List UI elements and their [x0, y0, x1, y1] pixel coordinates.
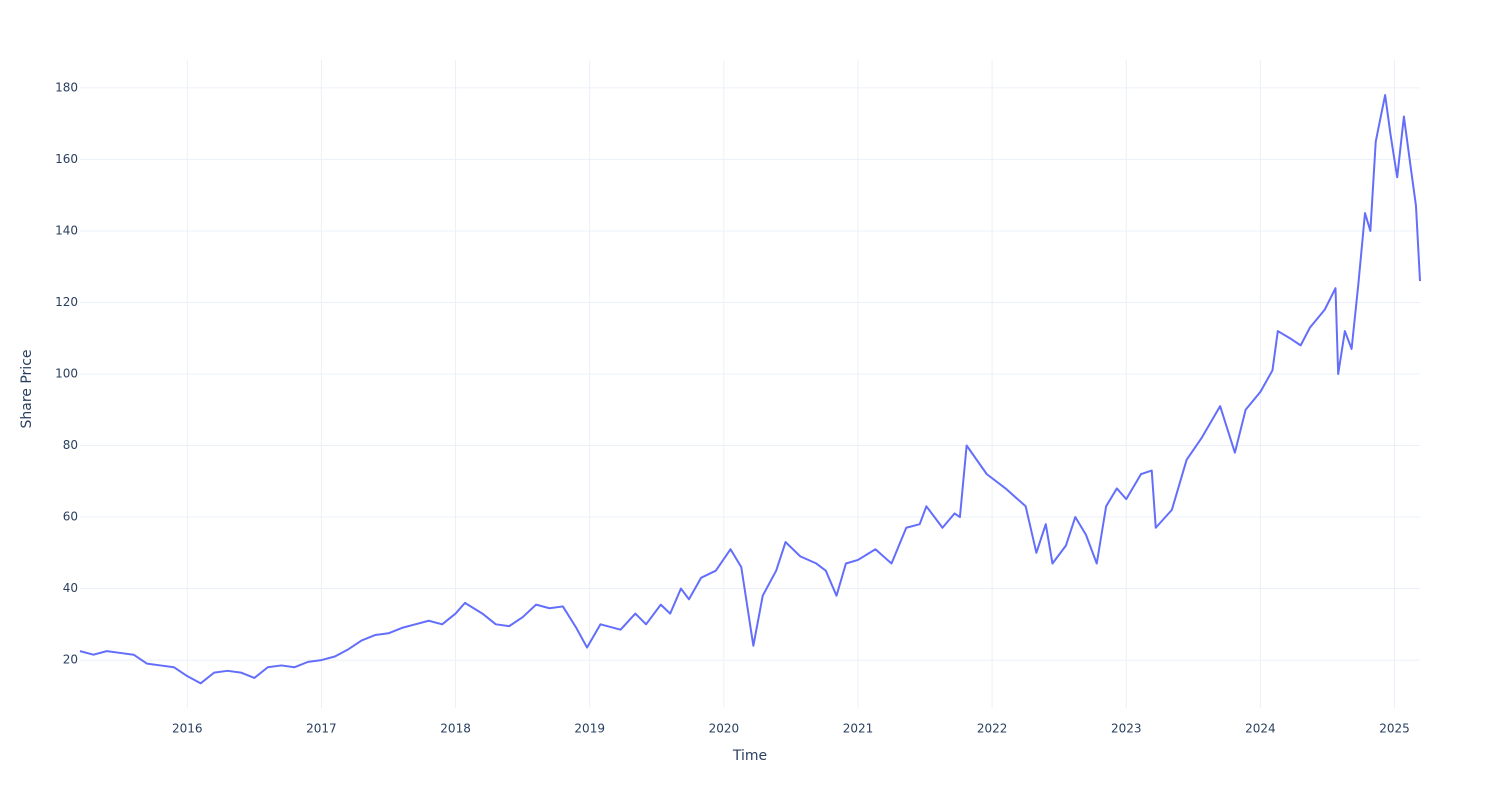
- x-tick-label: 2025: [1379, 722, 1410, 736]
- x-tick-label: 2023: [1111, 722, 1142, 736]
- y-tick-label: 40: [63, 581, 78, 595]
- line-series: [79, 94, 1421, 685]
- y-tick-label: 100: [55, 366, 78, 380]
- x-tick-label: 2021: [843, 722, 874, 736]
- x-tick-label: 2024: [1245, 722, 1276, 736]
- x-axis-title: Time: [732, 748, 767, 764]
- x-tick-label: 2022: [977, 722, 1008, 736]
- y-axis-title: Share Price: [19, 349, 35, 428]
- x-tick-label: 2017: [306, 722, 337, 736]
- y-tick-label: 20: [63, 653, 78, 667]
- y-tick-label: 60: [63, 510, 78, 524]
- x-tick-label: 2019: [574, 722, 605, 736]
- y-tick-label: 160: [55, 152, 78, 166]
- x-tick-label: 2016: [172, 722, 203, 736]
- y-tick-label: 80: [63, 438, 78, 452]
- y-tick-label: 140: [55, 223, 78, 237]
- x-tick-label: 2018: [440, 722, 471, 736]
- y-tick-label: 180: [55, 80, 78, 94]
- x-tick-label: 2020: [709, 722, 740, 736]
- y-tick-label: 120: [55, 295, 78, 309]
